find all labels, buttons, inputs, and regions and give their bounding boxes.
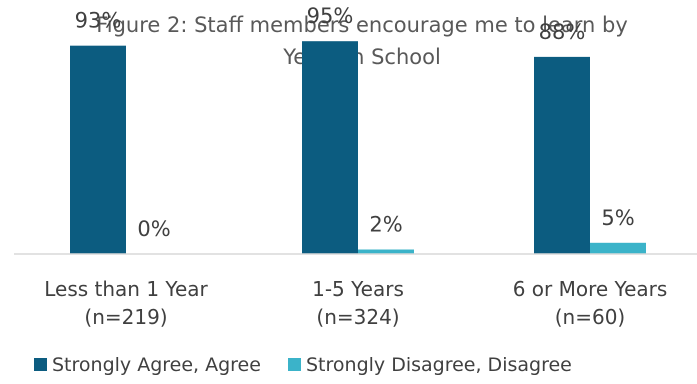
x-tick-label-2-line-2: (n=324) [316,305,399,329]
x-tick-label-3-line-1: 6 or More Years [513,277,668,301]
legend-label-2: Strongly Disagree, Disagree [306,354,572,376]
data-label-2-1: 0% [137,217,170,241]
bar-1-2 [302,41,358,255]
data-labels-group: 93% 95% 88% 0% 2% 5% [75,4,635,241]
legend: Strongly Agree, Agree Strongly Disagree, … [34,354,572,376]
data-label-2-2: 2% [369,213,402,237]
legend-swatch-2 [288,358,301,371]
x-tick-label-1-line-1: Less than 1 Year [44,277,208,301]
chart-title: Figure 2: Staff members encourage me to … [96,13,628,69]
x-tick-label-1-line-2: (n=219) [84,305,167,329]
data-label-1-2: 95% [307,4,354,28]
legend-swatch-1 [34,358,47,371]
bars-group [70,41,646,255]
bar-2-3 [590,242,646,254]
x-tick-label-3-line-2: (n=60) [555,305,626,329]
bar-2-2 [358,249,414,254]
bar-1-3 [534,56,590,254]
data-label-1-1: 93% [75,9,122,33]
legend-label-1: Strongly Agree, Agree [52,354,261,376]
x-tick-label-2-line-1: 1-5 Years [312,277,404,301]
data-label-1-3: 88% [539,20,586,44]
chart-title-line-1: Figure 2: Staff members encourage me to … [96,13,628,37]
x-tick-labels: Less than 1 Year (n=219) 1-5 Years (n=324) 6… [44,277,667,329]
bar-1-1 [70,45,126,255]
data-label-2-3: 5% [601,206,634,230]
